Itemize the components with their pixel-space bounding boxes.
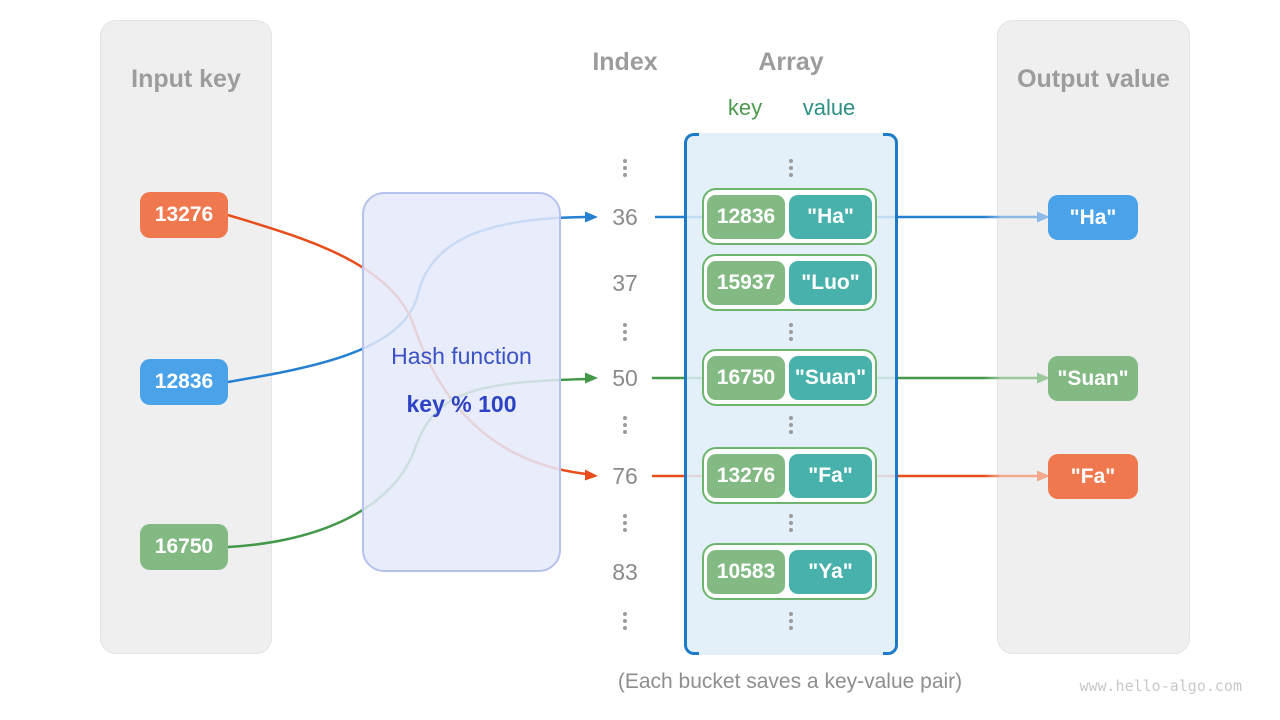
input-key-13276: 13276: [140, 192, 228, 238]
input-key-16750: 16750: [140, 524, 228, 570]
pair-value: "Luo": [789, 260, 872, 305]
arrowhead-orange-output: [1037, 470, 1050, 482]
arrowhead-orange-index: [585, 469, 598, 481]
ellipsis-icon: [623, 323, 627, 341]
pair-key: 15937: [707, 260, 785, 305]
input-key-12836: 12836: [140, 359, 228, 405]
output-value-fa: "Fa": [1048, 454, 1138, 499]
hash-function-label: Hash function: [391, 343, 532, 369]
ellipsis-icon: [623, 612, 627, 630]
ellipsis-icon: [789, 416, 793, 434]
index-value: 36: [612, 204, 638, 230]
ellipsis-icon: [623, 159, 627, 177]
input-key-title: Input key: [131, 65, 241, 93]
arrowhead-green-index: [585, 372, 598, 384]
pair-value: "Suan": [789, 355, 872, 400]
index-value: 76: [612, 463, 638, 489]
pair-value: "Fa": [789, 453, 872, 498]
pair-key: 12836: [707, 194, 785, 239]
array-pair: 15937 "Luo": [702, 254, 877, 311]
output-value-ha: "Ha": [1048, 195, 1138, 240]
array-bracket-right-icon: [883, 133, 898, 655]
index-value: 83: [612, 559, 638, 585]
pair-key: 16750: [707, 355, 785, 400]
array-bracket-left-icon: [684, 133, 699, 655]
caption: (Each bucket saves a key-value pair): [617, 670, 963, 693]
key-column-header: key: [727, 95, 763, 120]
index-value: 50: [612, 365, 638, 391]
array-header: Array: [758, 48, 824, 76]
ellipsis-icon: [623, 416, 627, 434]
ellipsis-icon: [789, 514, 793, 532]
ellipsis-icon: [789, 612, 793, 630]
hash-formula: key % 100: [406, 391, 517, 417]
output-value-title: Output value: [1017, 65, 1170, 93]
output-value-suan: "Suan": [1048, 356, 1138, 401]
array-pair: 16750 "Suan": [702, 349, 877, 406]
value-column-header: value: [802, 95, 856, 120]
array-pair: 13276 "Fa": [702, 447, 877, 504]
ellipsis-icon: [789, 323, 793, 341]
pair-key: 10583: [707, 549, 785, 594]
pair-value: "Ha": [789, 194, 872, 239]
ellipsis-icon: [623, 514, 627, 532]
output-value-panel: Output value: [997, 20, 1190, 654]
index-header: Index: [592, 48, 658, 76]
watermark: www.hello-algo.com: [1079, 677, 1242, 695]
hash-function-box: [362, 192, 561, 572]
array-pair: 12836 "Ha": [702, 188, 877, 245]
ellipsis-icon: [789, 159, 793, 177]
arrowhead-blue-index: [585, 211, 598, 223]
array-pair: 10583 "Ya": [702, 543, 877, 600]
arrowhead-green-output: [1037, 372, 1050, 384]
pair-key: 13276: [707, 453, 785, 498]
pair-value: "Ya": [789, 549, 872, 594]
arrowhead-blue-output: [1037, 211, 1050, 223]
index-value: 37: [612, 270, 638, 296]
